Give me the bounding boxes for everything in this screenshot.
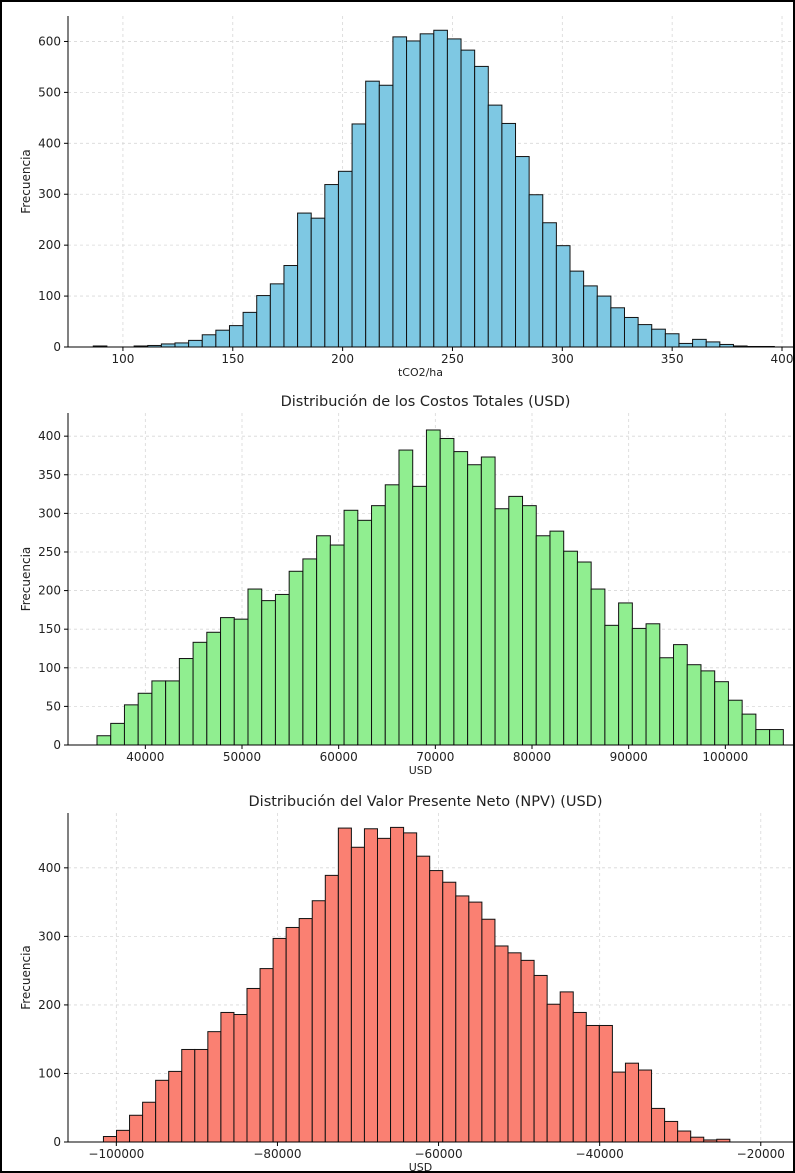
chart-3: −100000 −80000 −60000 −40000 −20000 0 100 200 30…: [19, 794, 793, 1173]
x-tick-label: 400: [771, 352, 794, 366]
y-tick-label: 500: [38, 85, 61, 99]
x-tick-label: 80000: [513, 750, 551, 764]
chart-title: Distribución de los Costos Totales (USD): [281, 394, 571, 410]
x-tick-label: 70000: [416, 750, 454, 764]
y-tick-label: 400: [38, 429, 61, 443]
y-tick-label: 600: [38, 34, 61, 48]
y-tick-label: 100: [38, 661, 61, 675]
y-axis-label: Frecuencia: [19, 149, 33, 214]
x-tick-label: 350: [661, 352, 684, 366]
y-tick-label: 50: [46, 699, 61, 713]
x-tick-label: 300: [551, 352, 574, 366]
x-tick-label: 100: [111, 352, 134, 366]
y-tick-label: 300: [38, 929, 61, 943]
x-tick-label: 100000: [702, 750, 748, 764]
chart-1: 100 150 200 250 300 350 400 0 100 200 300 400 500 600…: [19, 16, 793, 379]
y-tick-label: 400: [38, 136, 61, 150]
y-axis-label: Frecuencia: [19, 945, 33, 1010]
y-tick-label: 300: [38, 187, 61, 201]
x-tick-label: −80000: [253, 1147, 301, 1161]
x-tick-label: 60000: [320, 750, 358, 764]
x-axis-label: tCO2/ha: [398, 366, 443, 379]
y-tick-label: 400: [38, 861, 61, 875]
y-tick-label: 200: [38, 238, 61, 252]
y-tick-label: 350: [38, 468, 61, 482]
x-tick-label: −60000: [414, 1147, 462, 1161]
y-tick-label: 0: [53, 1135, 61, 1149]
y-tick-label: 200: [38, 584, 61, 598]
x-tick-label: −20000: [737, 1147, 785, 1161]
x-tick-label: 50000: [223, 750, 261, 764]
y-tick-label: 100: [38, 289, 61, 303]
x-tick-label: 250: [441, 352, 464, 366]
x-axis-label: USD: [409, 1161, 433, 1173]
y-tick-label: 150: [38, 622, 61, 636]
y-tick-label: 0: [53, 738, 61, 752]
x-tick-label: 40000: [126, 750, 164, 764]
y-tick-label: 200: [38, 998, 61, 1012]
x-tick-label: 90000: [610, 750, 648, 764]
y-tick-label: 0: [53, 340, 61, 354]
chart-2: 40000 50000 60000 70000 80000 90000 100000 0 50 1…: [19, 394, 793, 777]
x-axis-label: USD: [409, 764, 433, 777]
y-tick-label: 100: [38, 1066, 61, 1080]
y-tick-label: 250: [38, 545, 61, 559]
x-tick-label: 150: [221, 352, 244, 366]
x-tick-label: −40000: [576, 1147, 624, 1161]
chart-title: Distribución del Valor Presente Neto (NP…: [249, 794, 603, 810]
y-axis-label: Frecuencia: [19, 547, 33, 612]
y-tick-label: 300: [38, 506, 61, 520]
x-tick-label: −100000: [88, 1147, 144, 1161]
x-tick-label: 200: [331, 352, 354, 366]
